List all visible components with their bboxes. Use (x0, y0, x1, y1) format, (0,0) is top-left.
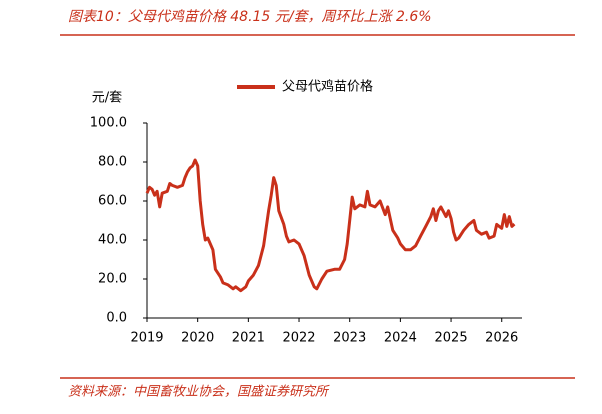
chart-title: 图表10：父母代鸡苗价格 48.15 元/套，周环比上涨 2.6% (68, 9, 432, 25)
x-tick-label: 2019 (130, 331, 163, 346)
y-axis-label: 元/套 (92, 90, 122, 106)
x-tick-label: 2023 (333, 331, 366, 346)
x-tick-label: 2022 (282, 331, 315, 346)
y-tick-label: 0.0 (106, 311, 127, 326)
y-tick-label: 80.0 (98, 155, 127, 170)
legend-label: 父母代鸡苗价格 (282, 79, 373, 95)
y-tick-label: 40.0 (98, 233, 127, 248)
x-tick-label: 2021 (232, 331, 265, 346)
y-tick-label: 100.0 (90, 116, 127, 131)
y-tick-label: 60.0 (98, 194, 127, 209)
x-tick-label: 2020 (181, 331, 214, 346)
x-tick-label: 2024 (384, 331, 417, 346)
source: 资料来源：中国畜牧业协会，国盛证券研究所 (68, 384, 330, 400)
x-tick-label: 2025 (435, 331, 468, 346)
x-tick-label: 2026 (485, 331, 518, 346)
line (145, 158, 516, 293)
y-tick-label: 20.0 (98, 272, 127, 287)
